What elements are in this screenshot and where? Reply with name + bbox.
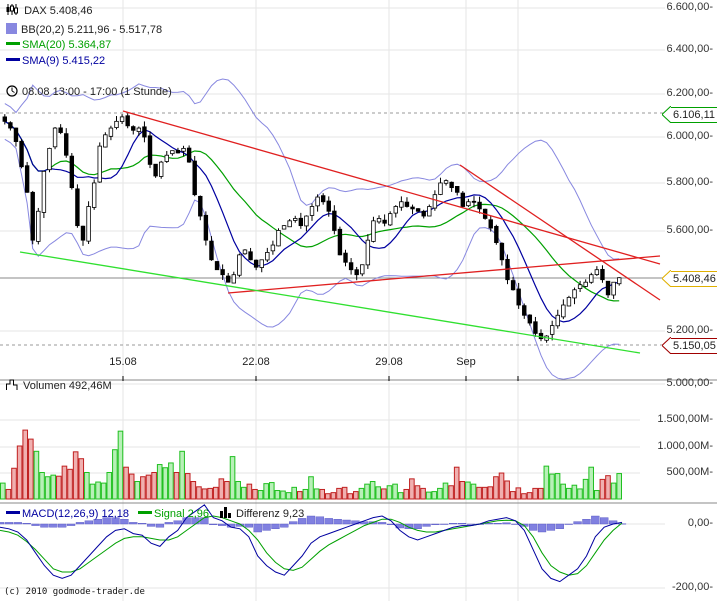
price-axis-label: 5.600,00-	[666, 224, 713, 236]
macd-swatch-icon	[6, 511, 20, 514]
legend-bb: BB(20,2) 5.211,96 - 5.517,78	[6, 23, 162, 37]
dax-label: DAX 5.408,46	[24, 5, 93, 17]
price-axis-label: 5.000,00-	[666, 377, 713, 389]
legend-dax: DAX 5.408,46	[6, 4, 93, 18]
last-price-tag: 5.408,46	[670, 271, 717, 287]
macd-axis-label: -200,00-	[672, 581, 713, 593]
macd-axis-label: 0,00-	[687, 517, 713, 529]
sma20-label: SMA(20) 5.364,87	[22, 39, 112, 51]
volume-icon	[6, 379, 20, 390]
price-axis-label: 6.400,00-	[666, 43, 713, 55]
volume-axis-label: 500,00M-	[666, 466, 713, 478]
macd-signal-line	[0, 515, 623, 576]
price-axis-label: 5.800,00-	[666, 176, 713, 188]
signal-label: Signal 2,96	[154, 508, 210, 520]
volume-bars	[0, 429, 623, 500]
candlesticks	[2, 113, 622, 343]
sma20-line	[4, 120, 620, 302]
x-label-29-08: 29.08	[375, 356, 403, 368]
macd-grid	[0, 523, 665, 589]
legend-sma9: SMA(9) 5.415,22	[6, 54, 105, 68]
bollinger-swatch-icon	[6, 23, 17, 34]
legend-sma20: SMA(20) 5.364,87	[6, 38, 111, 52]
macd-line	[0, 504, 623, 583]
legend-signal: Signal 2,96	[138, 507, 209, 521]
high-tag-arrow-icon	[662, 106, 671, 123]
clock-icon	[6, 85, 18, 97]
trendline-red-rising	[227, 255, 661, 294]
signal-swatch-icon	[138, 511, 152, 514]
x-label-22-08: 22.08	[242, 356, 270, 368]
histogram-icon	[220, 507, 233, 518]
candlestick-icon	[6, 4, 18, 15]
copyright: (c) 2010 godmode-trader.de	[4, 587, 145, 597]
differenz-label: Differenz 9,23	[236, 508, 305, 520]
trendline-green-lower	[19, 251, 641, 354]
legend-period: 08.08 13:00 - 17:00 (1 Stunde)	[6, 85, 172, 99]
low-price-value: 5.150,05	[673, 340, 716, 352]
period-label: 08.08 13:00 - 17:00 (1 Stunde)	[22, 86, 172, 98]
last-tag-arrow-icon	[662, 270, 671, 287]
x-label-sep: Sep	[456, 356, 476, 368]
legend-differenz: Differenz 9,23	[220, 507, 304, 521]
legend-volume: Volumen 492,46M	[6, 379, 112, 393]
price-axis-label: 6.000,00-	[666, 130, 713, 142]
macd-label: MACD(12,26,9) 12,18	[22, 508, 129, 520]
bollinger-bands	[4, 78, 620, 380]
low-price-tag: 5.150,05	[670, 338, 717, 354]
sma9-line	[4, 120, 620, 323]
legend-macd: MACD(12,26,9) 12,18	[6, 507, 129, 521]
trendline-red-upper	[122, 110, 661, 265]
trendline-red-short	[459, 164, 661, 301]
volume-grid	[0, 419, 640, 474]
sma9-label: SMA(9) 5.415,22	[22, 55, 106, 67]
volume-axis-label: 1.000,00M-	[657, 440, 713, 452]
last-price-value: 5.408,46	[673, 273, 716, 285]
volume-label: Volumen 492,46M	[23, 380, 112, 392]
x-axis-ticks	[122, 376, 519, 381]
sma20-swatch-icon	[6, 42, 20, 45]
price-axis-label: 6.200,00-	[666, 87, 713, 99]
low-tag-arrow-icon	[662, 337, 671, 354]
high-price-value: 6.106,11	[673, 109, 716, 121]
volume-axis-label: 1.500,00M-	[657, 413, 713, 425]
price-axis-label: 5.200,00-	[666, 324, 713, 336]
price-axis-label: 6.600,00-	[666, 1, 713, 13]
bb-label: BB(20,2) 5.211,96 - 5.517,78	[21, 24, 163, 36]
x-label-15-08: 15.08	[109, 356, 137, 368]
high-price-tag: 6.106,11	[670, 107, 717, 123]
sma9-swatch-icon	[6, 58, 20, 61]
macd-histogram	[0, 515, 627, 533]
